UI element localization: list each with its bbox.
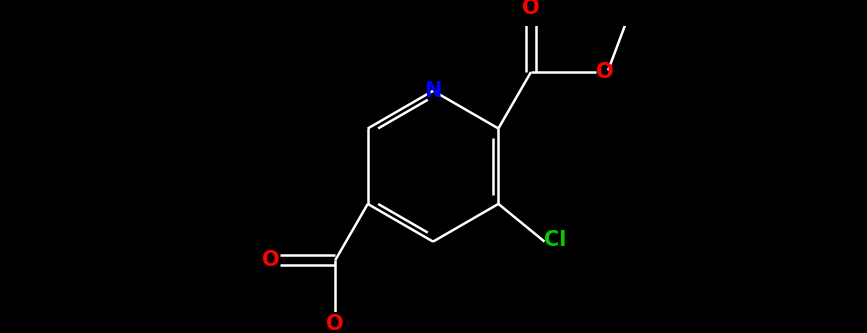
- Text: O: O: [326, 314, 344, 333]
- Text: O: O: [596, 62, 614, 82]
- Text: O: O: [263, 250, 280, 270]
- Text: Cl: Cl: [544, 230, 566, 250]
- Text: O: O: [522, 0, 540, 18]
- Text: N: N: [424, 81, 442, 101]
